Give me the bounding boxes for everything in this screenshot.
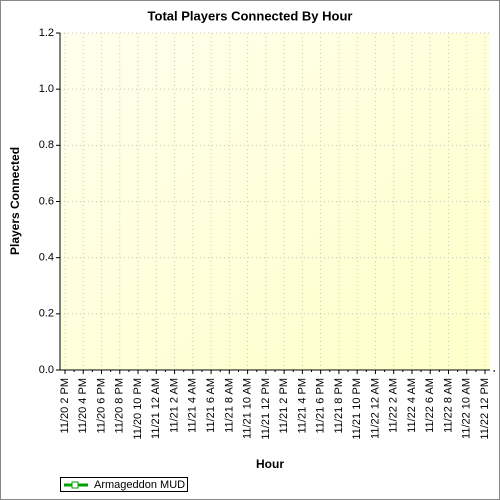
x-tick-label: 11/21 2 AM (168, 378, 180, 433)
legend (60, 477, 188, 492)
y-tick-label: 0.6 (39, 195, 54, 207)
y-tick-label: 1.0 (39, 83, 54, 95)
x-tick-label: 11/21 12 AM (150, 378, 162, 439)
x-tick-label: 11/21 6 AM (205, 378, 217, 433)
x-tick-label: 11/21 4 PM (296, 378, 308, 433)
x-tick-label: 11/22 8 AM (442, 378, 454, 433)
y-tick-label: 0.4 (39, 252, 54, 264)
x-tick-label: 11/21 6 PM (315, 378, 327, 433)
x-tick-label: 11/22 4 AM (406, 378, 418, 433)
x-tick-label: 11/20 2 PM (59, 378, 71, 433)
x-tick-label: 11/20 10 PM (132, 378, 144, 440)
x-tick-label: 11/22 12 PM (479, 378, 491, 440)
x-tick-label: 11/21 4 AM (187, 378, 199, 433)
x-tick-label: 11/21 8 AM (223, 378, 235, 433)
y-tick-label: 0.0 (39, 364, 54, 376)
x-tick-label: 11/21 2 PM (278, 378, 290, 433)
legend-marker (71, 481, 79, 489)
y-tick-label: 0.2 (39, 308, 54, 320)
y-tick-label: 1.2 (39, 27, 54, 39)
legend-label: Armageddon MUD (94, 479, 185, 491)
x-tick-label: 11/22 2 AM (388, 378, 400, 433)
x-tick-label: 11/22 6 AM (424, 378, 436, 433)
x-axis-label: Hour (256, 457, 284, 471)
chart-title: Total Players Connected By Hour (148, 8, 353, 23)
x-tick-label: 11/20 8 PM (114, 378, 126, 433)
x-tick-label: 11/21 10 AM (242, 378, 254, 439)
plot-area (60, 33, 490, 370)
x-tick-label: 11/21 10 PM (351, 378, 363, 440)
y-axis-label: Players Connected (8, 147, 22, 255)
x-tick-label: 11/22 10 AM (461, 378, 473, 439)
x-tick-label: 11/21 8 PM (333, 378, 345, 433)
x-tick-label: 11/22 12 AM (369, 378, 381, 439)
x-tick-label: 11/21 12 PM (260, 378, 272, 440)
x-tick-label: 11/20 4 PM (77, 378, 89, 433)
x-tick-label: 11/20 6 PM (95, 378, 107, 433)
y-tick-label: 0.8 (39, 139, 54, 151)
